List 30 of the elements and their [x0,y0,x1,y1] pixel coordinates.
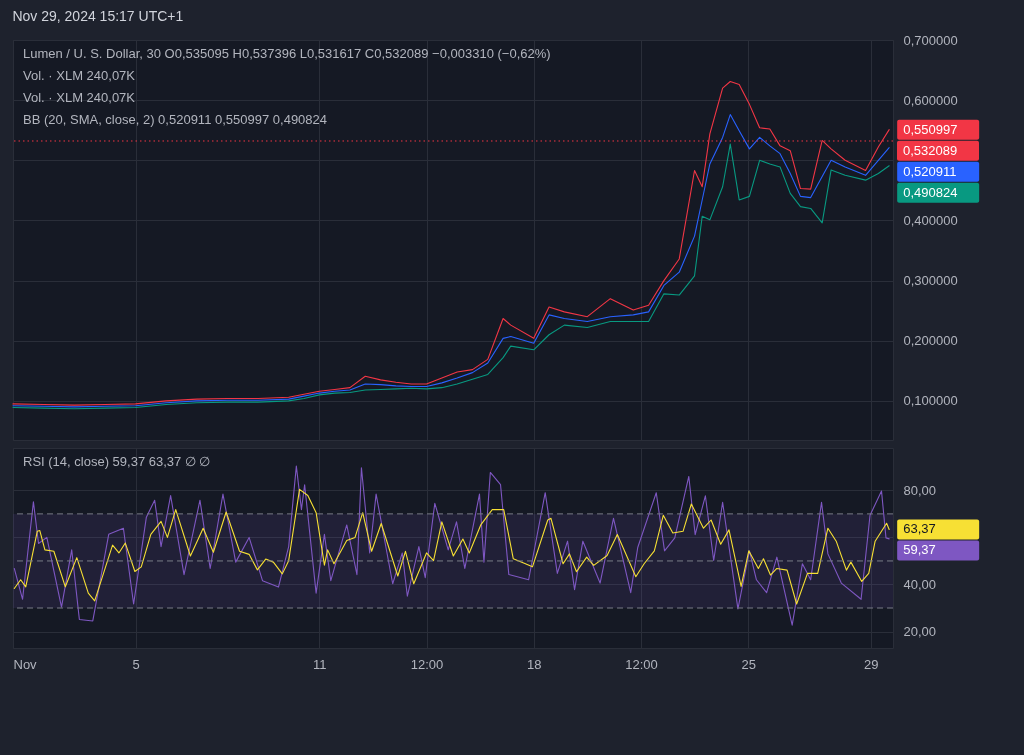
x-tick-label: 11 [313,656,327,672]
y-tick-label: 0,600000 [903,92,958,108]
annotation: 0,490824 [903,184,958,200]
ref-line-label: 0,532089 [903,142,958,158]
y-tick-label: 0,400000 [903,212,958,228]
annotation: 63,37 [903,521,936,537]
y-tick-label: 0,300000 [903,273,958,289]
annotation: 0,550997 [903,121,958,137]
y-tick-label: 20,00 [903,624,937,640]
y-tick-label: 80,00 [903,482,937,498]
x-tick-label: 12:00 [410,656,444,672]
y-tick-label: 0,100000 [903,393,958,409]
annotation: 59,37 [903,542,936,558]
x-tick-label: 18 [526,656,542,672]
x-tick-label: Nov [13,656,38,672]
chart-title: Nov 29, 2024 15:17 UTC+1 [12,8,184,24]
y-tick-label: 0,700000 [903,32,958,48]
line-series [13,488,890,605]
annotation: 0,520911 [903,163,957,179]
annotation: Vol. · XLM 240,07K [23,68,136,83]
x-tick-label: 12:00 [625,656,658,672]
annotation: Lumen / U. S. Dollar, 30 O0,535095 H0,537396 L0,531617 C0,532089 −0,003310 (−0,62%) [23,46,551,61]
x-tick-label: 29 [863,656,879,672]
y-tick-label: 0,200000 [903,333,958,349]
x-tick-label: 5 [132,656,140,672]
annotation: BB (20, SMA, close, 2) 0,520911 0,550997 0,490824 [23,112,328,127]
annotation: RSI (14, close) 59,37 63,37 ∅ ∅ [23,454,211,469]
y-tick-label: 40,00 [903,576,937,592]
annotation: Vol. · XLM 240,07K [23,90,136,105]
x-tick-label: 25 [741,656,756,672]
